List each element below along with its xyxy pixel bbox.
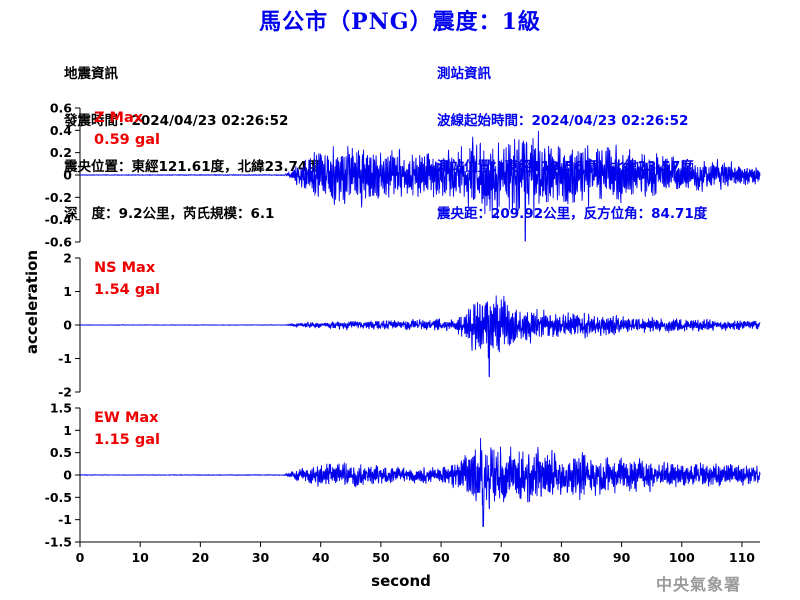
- waveform-z-line: [79, 130, 761, 242]
- x-tick-label: 50: [372, 550, 390, 565]
- earthquake-info-block: 地震資訊 發震時間：2024/04/23 02:26:52 震央位置：東經121…: [64, 36, 321, 238]
- y-tick-label: -1.5: [45, 535, 72, 550]
- y-tick-label: -0.6: [45, 235, 73, 250]
- waveform-ns-line: [79, 295, 761, 378]
- x-tick-label: 0: [76, 550, 85, 565]
- y-tick-label: 0.5: [50, 445, 72, 460]
- x-tick-label: 20: [192, 550, 210, 565]
- x-tick-label: 70: [493, 550, 511, 565]
- y-tick-label: 0: [63, 168, 72, 183]
- station-info-heading: 測站資訊: [437, 66, 491, 82]
- y-tick-label: -0.4: [45, 212, 73, 227]
- chart-title: 馬公市（PNG）震度：1級: [259, 9, 541, 35]
- y-tick-label: -1: [58, 351, 72, 366]
- y-tick-label: 0.4: [50, 123, 72, 138]
- y-tick-label: 0.6: [50, 101, 72, 116]
- y-tick-label: -1: [58, 512, 72, 527]
- y-axis-label: acceleration: [23, 250, 41, 354]
- y-tick-label: 1: [63, 284, 72, 299]
- wave-start-time-text: 波線起始時間：2024/04/23 02:26:52: [437, 112, 689, 129]
- max-value-ew: 1.15 gal: [94, 432, 160, 448]
- y-tick-label: -2: [58, 385, 72, 400]
- x-tick-label: 90: [613, 550, 631, 565]
- y-tick-label: 0: [63, 468, 72, 483]
- y-tick-label: -0.5: [45, 490, 72, 505]
- max-label-ew: EW Max: [94, 410, 159, 426]
- x-tick-label: 110: [729, 550, 755, 565]
- x-tick-label: 40: [312, 550, 330, 565]
- y-tick-label: 2: [63, 251, 72, 266]
- max-value-z: 0.59 gal: [94, 132, 160, 148]
- origin-time-text: 發震時間：2024/04/23 02:26:52: [64, 112, 289, 129]
- x-tick-label: 80: [553, 550, 571, 565]
- x-axis-label: second: [371, 572, 431, 590]
- max-label-ns: NS Max: [94, 260, 156, 276]
- max-label-z: Z Max: [94, 110, 144, 126]
- depth-magnitude-text: 深 度：9.2公里，芮氏規模：6.1: [64, 205, 275, 222]
- x-tick-label: 10: [131, 550, 149, 565]
- y-tick-label: -0.2: [45, 190, 72, 205]
- x-tick-label: 100: [669, 550, 695, 565]
- x-tick-label: 60: [432, 550, 450, 565]
- agency-name: 中央氣象署: [656, 575, 742, 594]
- y-tick-label: 0.2: [50, 145, 72, 160]
- earthquake-info-heading: 地震資訊: [64, 66, 118, 82]
- y-tick-label: 1.5: [50, 401, 72, 416]
- waveform-ew-line: [79, 437, 761, 527]
- x-tick-label: 30: [252, 550, 270, 565]
- y-tick-label: 1: [63, 423, 72, 438]
- y-tick-label: 0: [63, 318, 72, 333]
- epicentral-distance-text: 震央距：209.92公里，反方位角：84.71度: [437, 205, 708, 222]
- epicenter-location-text: 震央位置：東經121.61度，北緯23.74度: [64, 159, 321, 175]
- max-value-ns: 1.54 gal: [94, 282, 160, 298]
